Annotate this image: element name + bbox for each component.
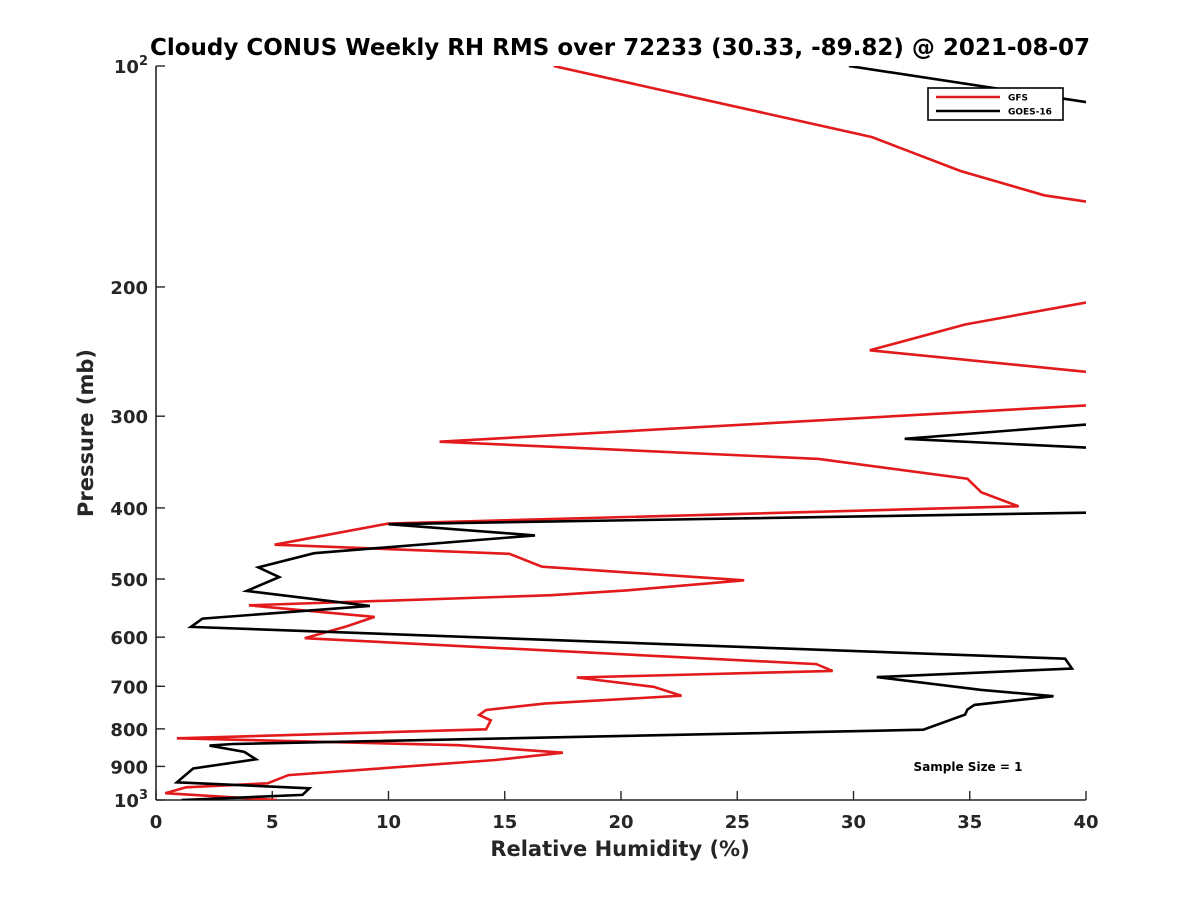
- y-tick-label: 300: [110, 407, 148, 428]
- y-tick-label: 800: [110, 720, 148, 741]
- x-tick-label: 35: [957, 812, 982, 833]
- y-tick-label: 900: [110, 757, 148, 778]
- y-tick-label: 500: [110, 570, 148, 591]
- y-tick-label: 400: [110, 499, 148, 520]
- y-tick-label: 103: [114, 788, 148, 812]
- legend: GFS GOES-16: [927, 87, 1064, 121]
- x-tick-label: 10: [376, 812, 401, 833]
- x-tick-label: 5: [266, 812, 279, 833]
- x-tick-label: 20: [608, 812, 633, 833]
- y-tick-label: 102: [114, 54, 148, 78]
- x-tick-label: 15: [492, 812, 517, 833]
- sample-size-annotation: Sample Size = 1: [914, 760, 1023, 774]
- x-tick-label: 0: [150, 812, 163, 833]
- x-tick-label: 40: [1073, 812, 1098, 833]
- y-tick-label: 200: [110, 278, 148, 299]
- x-axis-label: Relative Humidity (%): [490, 837, 749, 861]
- series-line-gfs: [164, 66, 1086, 800]
- chart-title: Cloudy CONUS Weekly RH RMS over 72233 (3…: [150, 35, 1090, 61]
- x-tick-label: 25: [725, 812, 750, 833]
- legend-label-goes-16: GOES-16: [1008, 108, 1052, 118]
- y-tick-label: 600: [110, 628, 148, 649]
- x-axis: 0 5 10 15 20 25 30 35 40: [150, 791, 1099, 833]
- legend-box: [927, 87, 1064, 121]
- x-tick-label: 30: [841, 812, 866, 833]
- legend-label-gfs: GFS: [1008, 94, 1028, 104]
- y-axis-label: Pressure (mb): [74, 349, 98, 517]
- y-tick-label: 700: [110, 677, 148, 698]
- y-axis: 102 200 300 400 500 600 700 800 900 103: [110, 54, 165, 812]
